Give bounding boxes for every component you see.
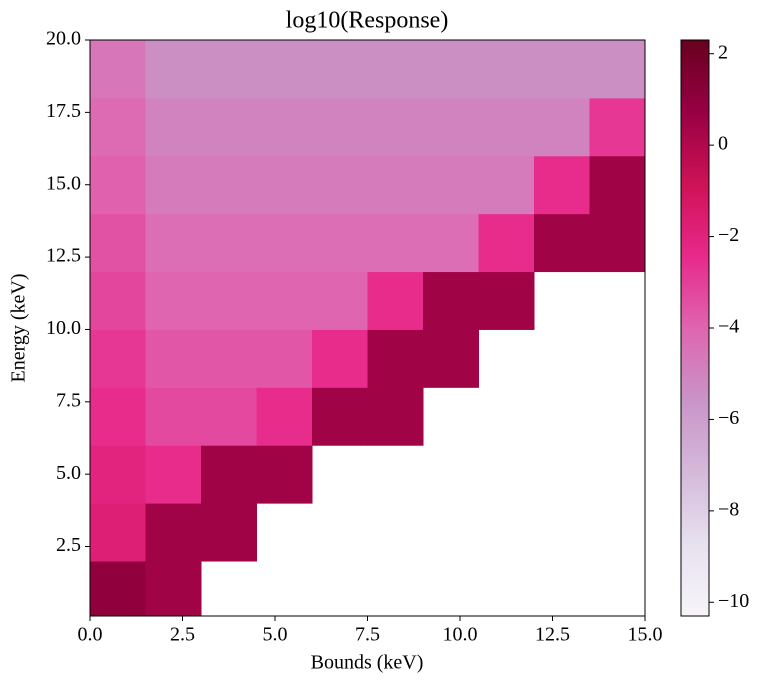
heatmap-cell — [423, 40, 479, 99]
heatmap-cell — [423, 155, 479, 215]
heatmap-cell — [201, 503, 257, 562]
heatmap-cell — [201, 40, 257, 99]
heatmap-cell — [201, 213, 257, 273]
y-tick-label: 7.5 — [56, 389, 81, 411]
heatmap-cell — [145, 155, 202, 215]
heatmap-cell — [90, 387, 146, 446]
chart-title: log10(Response) — [286, 8, 449, 34]
colorbar-tick-label: 2 — [718, 41, 728, 63]
x-axis-label: Bounds (keV) — [311, 652, 424, 674]
heatmap-cell — [90, 40, 146, 99]
heatmap-cell — [90, 97, 146, 157]
heatmap-cell — [145, 445, 202, 504]
heatmap-cell — [534, 40, 590, 99]
heatmap-cell — [145, 40, 202, 99]
heatmap-cell — [367, 97, 424, 157]
y-tick-label: 2.5 — [56, 534, 81, 556]
heatmap-cell — [478, 213, 535, 273]
heatmap-cell — [145, 97, 202, 157]
x-tick-label: 10.0 — [443, 624, 478, 646]
y-tick-label: 17.5 — [46, 100, 81, 122]
heatmap-cell — [367, 155, 424, 215]
heatmap-cell — [201, 155, 257, 215]
x-tick-label: 12.5 — [535, 624, 570, 646]
heatmap-cell — [90, 271, 146, 330]
y-tick-label: 5.0 — [56, 462, 81, 484]
x-tick-label: 2.5 — [170, 624, 195, 646]
colorbar-tick-label: −4 — [718, 316, 739, 338]
x-tick-label: 7.5 — [355, 624, 380, 646]
heatmap-cell — [312, 40, 368, 99]
heatmap-cell — [256, 387, 313, 446]
y-tick-label: 12.5 — [46, 245, 81, 267]
heatmap-cell — [423, 213, 479, 273]
heatmap-cell — [589, 97, 645, 157]
heatmap-cell — [256, 445, 313, 504]
heatmap-cell — [256, 271, 313, 330]
heatmap-cell — [367, 329, 424, 388]
heatmap-cell — [312, 387, 368, 446]
heatmap-cell — [145, 503, 202, 562]
heatmap-cell — [367, 213, 424, 273]
heatmap-cell — [478, 271, 535, 330]
heatmap-cell — [201, 271, 257, 330]
heatmap-cell — [589, 213, 645, 273]
heatmap-cell — [256, 213, 313, 273]
heatmap-cell — [256, 97, 313, 157]
heatmap-cell — [145, 561, 202, 616]
heatmap-cell — [145, 271, 202, 330]
heatmap-cell — [534, 155, 590, 215]
colorbar-tick-label: −8 — [718, 498, 739, 520]
heatmap-cell — [423, 271, 479, 330]
colorbar — [680, 39, 710, 617]
heatmap-cell — [145, 387, 202, 446]
heatmap-cell — [90, 561, 146, 616]
y-tick-label: 15.0 — [46, 172, 81, 194]
heatmap-cell — [478, 97, 535, 157]
colorbar-tick-label: −6 — [718, 407, 739, 429]
heatmap-cell — [256, 329, 313, 388]
heatmap-cell — [312, 329, 368, 388]
heatmap-cell — [90, 155, 146, 215]
heatmap-cell — [256, 155, 313, 215]
heatmap-cell — [589, 40, 645, 99]
heatmap-cell — [534, 213, 590, 273]
heatmap-cell — [145, 213, 202, 273]
colorbar-tick-label: −10 — [718, 590, 749, 612]
heatmap-cell — [312, 271, 368, 330]
heatmap-cell — [367, 271, 424, 330]
heatmap-cell — [201, 387, 257, 446]
colorbar-tick-label: −2 — [718, 224, 739, 246]
heatmap — [90, 40, 645, 616]
heatmap-cell — [312, 213, 368, 273]
y-axis-label: Energy (keV) — [8, 273, 30, 382]
colorbar-tick-label: 0 — [718, 133, 728, 155]
heatmap-cell — [534, 97, 590, 157]
heatmap-cell — [256, 40, 313, 99]
heatmap-cell — [478, 40, 535, 99]
heatmap-cell — [90, 503, 146, 562]
heatmap-cell — [478, 155, 535, 215]
x-tick-label: 5.0 — [263, 624, 288, 646]
heatmap-cell — [312, 155, 368, 215]
heatmap-cell — [90, 213, 146, 273]
x-tick-label: 0.0 — [78, 624, 103, 646]
heatmap-cell — [589, 155, 645, 215]
heatmap-cell — [367, 40, 424, 99]
heatmap-cell — [201, 445, 257, 504]
heatmap-cell — [312, 97, 368, 157]
y-tick-label: 10.0 — [46, 317, 81, 339]
heatmap-cell — [423, 329, 479, 388]
x-tick-label: 15.0 — [628, 624, 663, 646]
heatmap-cell — [90, 329, 146, 388]
heatmap-cell — [367, 387, 424, 446]
heatmap-cell — [145, 329, 202, 388]
heatmap-cell — [201, 329, 257, 388]
y-tick-label: 20.0 — [46, 28, 81, 50]
heatmap-cell — [201, 97, 257, 157]
heatmap-cell — [90, 445, 146, 504]
heatmap-cell — [423, 97, 479, 157]
